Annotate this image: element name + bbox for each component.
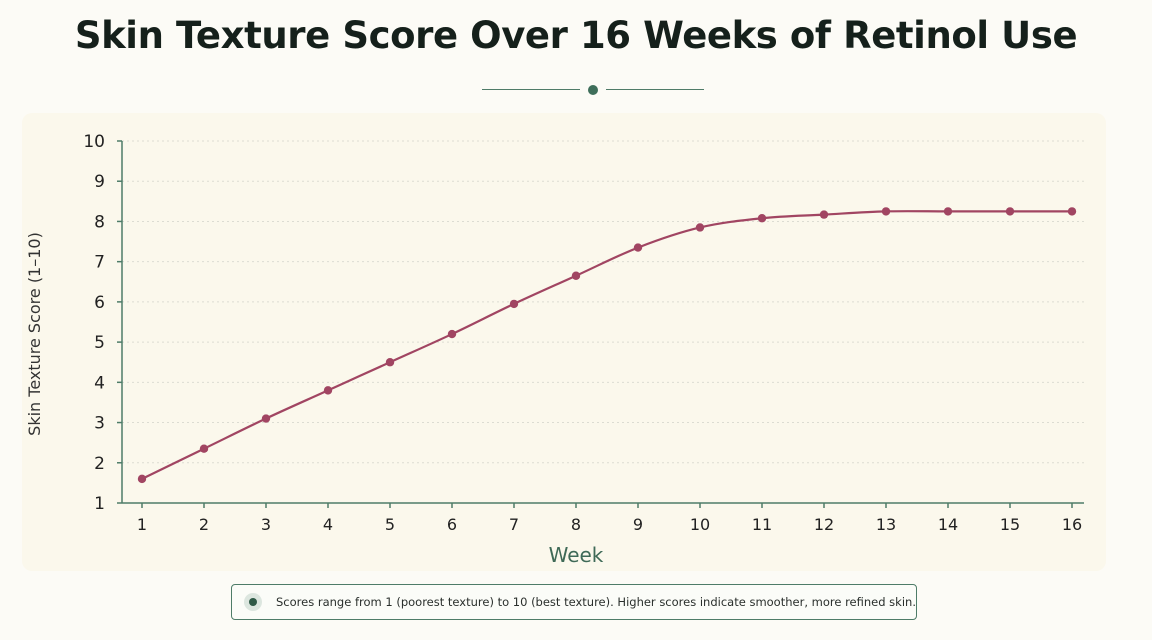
x-tick-label: 5 (385, 515, 395, 534)
x-tick-label: 10 (690, 515, 710, 534)
data-point (1067, 207, 1077, 216)
y-tick-label: 6 (94, 293, 105, 313)
y-tick-label: 8 (94, 212, 105, 232)
data-point (1005, 207, 1015, 216)
x-tick-label: 14 (938, 515, 958, 534)
y-tick-label: 1 (94, 494, 105, 514)
x-tick-label: 2 (199, 515, 209, 534)
data-point (261, 414, 271, 423)
y-tick-label: 3 (94, 414, 105, 434)
data-point (943, 207, 953, 216)
x-tick-label: 11 (752, 515, 772, 534)
info-note-text: Scores range from 1 (poorest texture) to… (276, 595, 916, 609)
data-point (447, 329, 457, 339)
x-tick-label: 12 (814, 515, 834, 534)
y-tick-label: 7 (94, 253, 105, 273)
y-axis-ticks: 1 2 3 4 5 6 7 8 9 10 (83, 132, 122, 514)
y-axis-label: Skin Texture Score (1–10) (25, 232, 44, 436)
x-axis-ticks: 1 2 3 4 5 6 7 8 9 10 11 12 13 14 15 16 (137, 503, 1082, 534)
y-tick-label: 4 (94, 373, 105, 393)
series-line (141, 210, 1072, 480)
x-tick-label: 4 (323, 515, 333, 534)
x-tick-label: 15 (1000, 515, 1020, 534)
divider-dot (588, 85, 598, 95)
data-point (323, 386, 333, 395)
data-point (509, 299, 519, 309)
y-tick-label: 5 (94, 333, 105, 353)
x-tick-label: 6 (447, 515, 457, 534)
x-tick-label: 16 (1062, 515, 1082, 534)
x-tick-label: 13 (876, 515, 896, 534)
data-point (819, 210, 829, 219)
chart-title: Skin Texture Score Over 16 Weeks of Reti… (74, 14, 1078, 57)
x-tick-label: 9 (633, 515, 643, 534)
divider-line-left (482, 89, 580, 90)
y-tick-label: 10 (83, 132, 105, 152)
data-point (199, 444, 209, 453)
info-note: Scores range from 1 (poorest texture) to… (231, 584, 917, 620)
title-divider (482, 82, 704, 98)
data-point (385, 358, 395, 367)
divider-line-right (606, 89, 704, 90)
data-point (571, 271, 581, 280)
data-point (137, 474, 147, 484)
x-axis-label: Week (549, 543, 604, 567)
axes (121, 141, 1084, 504)
x-tick-label: 3 (261, 515, 271, 534)
x-tick-label: 8 (571, 515, 581, 534)
data-point (633, 243, 643, 252)
x-tick-label: 7 (509, 515, 519, 534)
data-point (757, 214, 767, 223)
data-point (881, 207, 891, 216)
info-dot-icon (244, 593, 262, 611)
y-tick-label: 9 (94, 172, 105, 192)
data-point (695, 223, 705, 232)
data-points (137, 207, 1077, 484)
y-tick-label: 2 (94, 454, 105, 474)
x-tick-label: 1 (137, 515, 147, 534)
grid-lines (122, 140, 1084, 464)
